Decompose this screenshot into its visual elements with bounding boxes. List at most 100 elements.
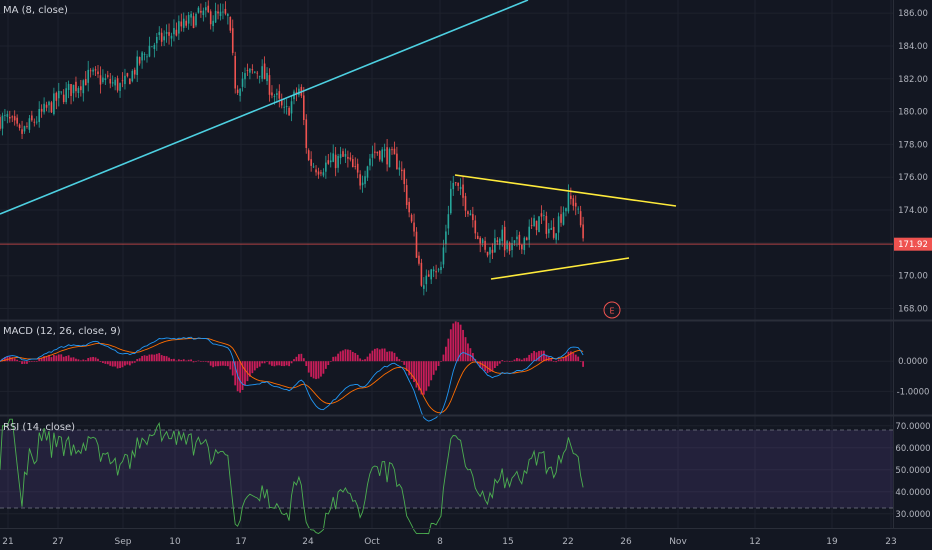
price-tick-label: 184.00 <box>898 42 928 52</box>
macd-axis[interactable]: 0.0000 -1.0000 <box>897 357 930 397</box>
macd-histogram-bar <box>437 361 440 366</box>
macd-histogram-bar <box>425 361 428 391</box>
macd-histogram-bar <box>447 338 450 362</box>
macd-histogram-bar <box>327 361 330 366</box>
macd-histogram-bar <box>405 361 408 371</box>
macd-histogram-bar <box>322 361 325 374</box>
candle-body <box>457 182 459 186</box>
candle-body <box>244 73 246 80</box>
trendline[interactable] <box>0 0 529 215</box>
time-tick-label: 22 <box>562 537 573 547</box>
rsi-tick-label: 70.0000 <box>895 422 930 432</box>
macd-histogram-bar <box>356 354 359 362</box>
macd-histogram-bar <box>28 361 31 363</box>
macd-histogram-bar <box>298 354 300 362</box>
candle-body <box>383 149 386 151</box>
candle-body <box>75 81 77 92</box>
macd-histogram-bar <box>89 357 92 362</box>
candle-body <box>92 69 94 72</box>
candle-body <box>405 185 408 206</box>
candle-body <box>567 192 570 212</box>
candle-body <box>124 75 126 85</box>
macd-histogram-bar <box>479 361 482 368</box>
rsi-axis[interactable]: 70.0000 60.0000 50.0000 40.0000 30.0000 <box>895 422 930 520</box>
candle-body <box>420 262 423 286</box>
rsi-tick-label: 60.0000 <box>895 444 930 454</box>
candle-body <box>23 126 26 132</box>
candle-body <box>354 166 357 167</box>
candle-body <box>427 274 430 277</box>
candle-body <box>560 214 562 223</box>
candle-body <box>200 10 202 13</box>
macd-histogram-bar <box>391 351 393 362</box>
macd-histogram-bar <box>464 337 467 362</box>
macd-histogram-bar <box>528 354 531 362</box>
candlestick-series <box>0 0 584 296</box>
macd-histogram-bar <box>557 359 560 362</box>
candle-body <box>97 71 99 75</box>
candle-body <box>285 106 288 108</box>
macd-histogram-bar <box>60 354 63 362</box>
candle-body <box>579 211 582 226</box>
candle-body <box>170 35 173 39</box>
macd-histogram-bar <box>491 361 494 372</box>
macd-histogram-bar <box>523 358 526 362</box>
macd-histogram-bar <box>231 361 234 376</box>
candle-body <box>146 56 148 58</box>
macd-histogram-bar <box>163 355 166 362</box>
candle-body <box>337 156 339 168</box>
macd-histogram-bar <box>422 361 425 395</box>
macd-histogram-bar <box>70 357 72 362</box>
candle-body <box>577 208 579 210</box>
candle-body <box>268 75 271 95</box>
candle-body <box>190 13 192 18</box>
candle-body <box>359 174 361 186</box>
rsi-pane[interactable]: RSI (14, close) <box>0 418 893 535</box>
macd-histogram-bar <box>30 361 33 362</box>
candle-body <box>143 54 146 55</box>
candle-body <box>378 151 381 160</box>
macd-histogram-bar <box>256 361 259 369</box>
candle-body <box>21 129 23 134</box>
price-pane[interactable]: E MA (8, close) <box>0 0 893 319</box>
earnings-marker[interactable] <box>603 301 621 319</box>
candle-body <box>50 102 53 113</box>
candle-body <box>548 228 550 234</box>
macd-histogram-bar <box>310 361 313 377</box>
candle-body <box>82 80 85 94</box>
macd-histogram-bar <box>288 361 290 367</box>
triangle-lower-line[interactable] <box>490 257 630 280</box>
rsi-tick-label: 30.0000 <box>895 510 930 520</box>
macd-histogram-bar <box>383 348 386 362</box>
macd-histogram-bar <box>168 357 170 362</box>
macd-histogram-bar <box>354 353 357 362</box>
candle-body <box>543 215 545 216</box>
candle-body <box>209 11 212 25</box>
candle-body <box>11 116 14 118</box>
triangle-upper-line[interactable] <box>454 174 677 207</box>
macd-histogram-bar <box>300 353 303 362</box>
macd-histogram-bar <box>290 361 293 364</box>
macd-histogram-bar <box>452 323 455 362</box>
time-tick-label: 17 <box>235 537 246 547</box>
macd-histogram-bar <box>469 348 472 362</box>
macd-histogram-bar <box>158 353 161 362</box>
macd-histogram-bar <box>317 361 320 379</box>
time-tick-label: Nov <box>669 537 687 547</box>
macd-histogram-bar <box>119 361 121 369</box>
macd-histogram-bar <box>501 360 504 362</box>
macd-histogram-bar <box>109 361 112 366</box>
candle-body <box>361 182 364 186</box>
macd-histogram-bar <box>373 348 376 362</box>
macd-histogram-bar <box>266 361 268 362</box>
time-axis[interactable]: 21 27 Sep 10 17 24 Oct 8 15 22 26 Nov 12 19 23 <box>2 537 896 547</box>
macd-histogram-bar <box>538 350 540 362</box>
candle-body <box>26 126 28 127</box>
macd-pane[interactable]: MACD (12, 26, close, 9) <box>0 321 584 422</box>
candle-body <box>62 94 65 103</box>
time-tick-label: 23 <box>885 537 896 547</box>
candle-body <box>415 231 418 258</box>
candle-body <box>572 198 575 206</box>
last-price-label: 171.92 <box>894 237 932 251</box>
